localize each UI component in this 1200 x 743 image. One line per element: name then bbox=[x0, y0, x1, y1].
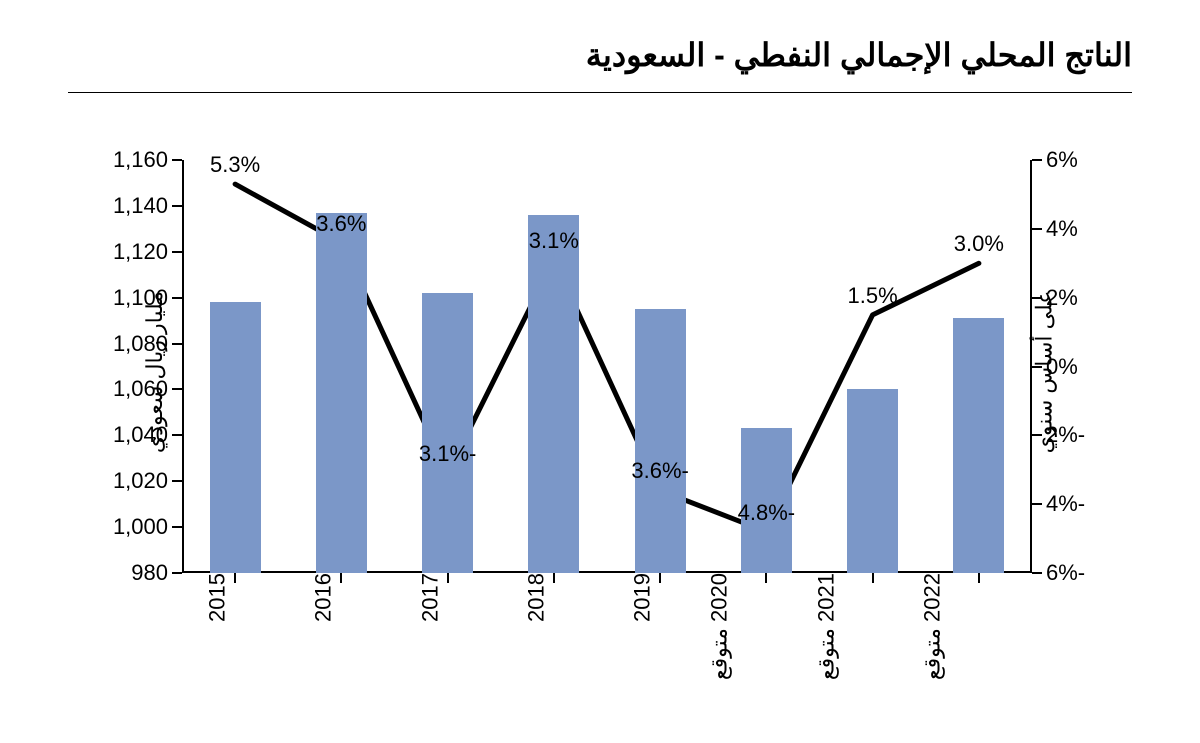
x-category-label: 2019 bbox=[616, 573, 656, 622]
line-point-label: -3.6% bbox=[631, 458, 688, 484]
title-rule bbox=[68, 92, 1132, 93]
line-series-svg bbox=[182, 160, 1032, 573]
x-tick bbox=[553, 573, 555, 583]
x-category-label: 2016 bbox=[297, 573, 337, 622]
y-left-tick-label: 1,000 bbox=[113, 514, 182, 540]
y-left-tick-label: 1,060 bbox=[113, 376, 182, 402]
y-right-tick-label: -2% bbox=[1032, 422, 1085, 448]
bar bbox=[528, 215, 579, 573]
bar bbox=[422, 293, 473, 573]
bar bbox=[210, 302, 261, 573]
x-category-label: 2022 متوقع bbox=[905, 573, 945, 680]
bar bbox=[635, 309, 686, 573]
line-point-label: 1.5% bbox=[848, 283, 898, 309]
line-point-label: 3.6% bbox=[316, 211, 366, 237]
plot-area: 9801,0001,0201,0401,0601,0801,1001,1201,… bbox=[182, 160, 1032, 573]
x-tick bbox=[765, 573, 767, 583]
y-left-tick-label: 1,160 bbox=[113, 147, 182, 173]
y-left-tick-label: 1,120 bbox=[113, 239, 182, 265]
line-point-label: -4.8% bbox=[738, 500, 795, 526]
x-category-label: 2020 متوقع bbox=[693, 573, 733, 680]
y-right-tick-label: 6% bbox=[1032, 147, 1078, 173]
y-right-tick-label: 0% bbox=[1032, 354, 1078, 380]
y-right-tick-label: -4% bbox=[1032, 491, 1085, 517]
y-right-tick-label: 4% bbox=[1032, 216, 1078, 242]
y-left-tick-label: 1,080 bbox=[113, 331, 182, 357]
x-tick bbox=[659, 573, 661, 583]
x-category-label: 2017 bbox=[403, 573, 443, 622]
line-point-label: 3.0% bbox=[954, 231, 1004, 257]
x-category-label: 2021 متوقع bbox=[799, 573, 839, 680]
y-left-tick-label: 1,140 bbox=[113, 193, 182, 219]
line-point-label: 3.1% bbox=[529, 228, 579, 254]
x-tick bbox=[872, 573, 874, 583]
y-left-tick-label: 980 bbox=[131, 560, 182, 586]
line-point-label: -3.1% bbox=[419, 441, 476, 467]
x-category-label: 2018 bbox=[509, 573, 549, 622]
y-right-tick-label: -6% bbox=[1032, 560, 1085, 586]
bar bbox=[316, 213, 367, 573]
bar bbox=[847, 389, 898, 573]
x-tick bbox=[978, 573, 980, 583]
y-left-tick-label: 1,100 bbox=[113, 285, 182, 311]
bar bbox=[953, 318, 1004, 573]
chart-container: الناتج المحلي الإجمالي النفطي - السعودية… bbox=[0, 0, 1200, 743]
x-category-label: 2015 bbox=[191, 573, 231, 622]
line-point-label: 5.3% bbox=[210, 152, 260, 178]
chart-title: الناتج المحلي الإجمالي النفطي - السعودية bbox=[68, 36, 1132, 74]
x-tick bbox=[234, 573, 236, 583]
x-tick bbox=[447, 573, 449, 583]
y-left-tick-label: 1,020 bbox=[113, 468, 182, 494]
x-tick bbox=[340, 573, 342, 583]
y-right-tick-label: 2% bbox=[1032, 285, 1078, 311]
y-left-tick-label: 1,040 bbox=[113, 422, 182, 448]
